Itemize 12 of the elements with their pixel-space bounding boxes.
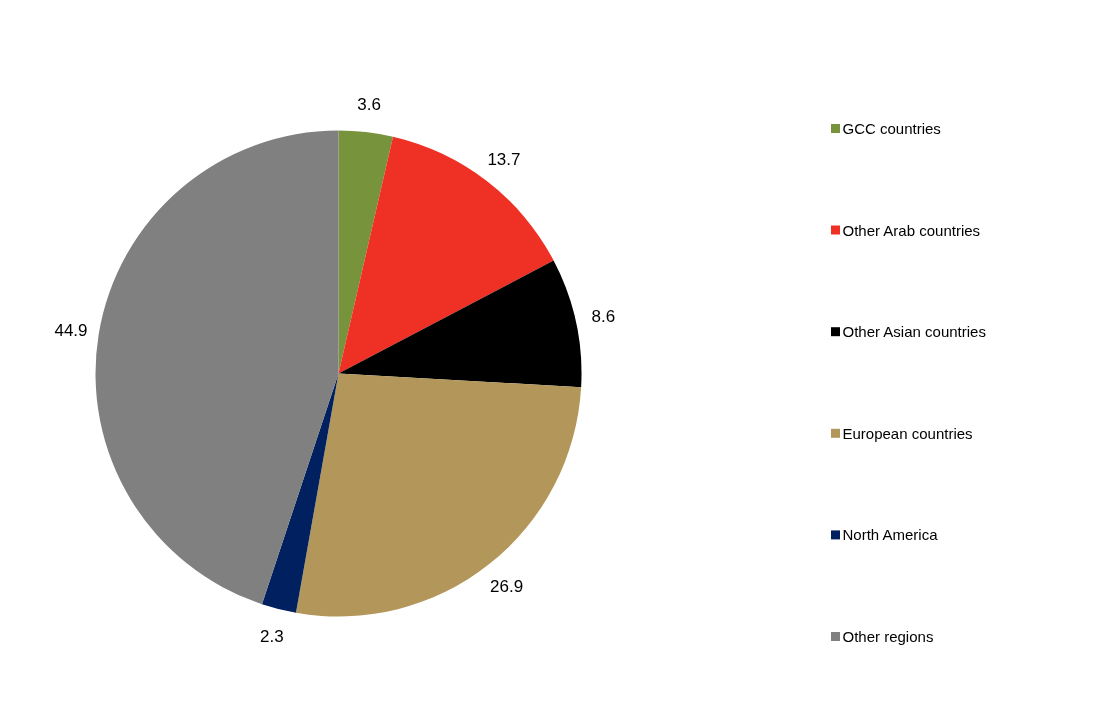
data-label: 13.7: [487, 149, 521, 169]
data-label: 2.3: [260, 627, 284, 647]
legend-label: Other Asian countries: [842, 323, 986, 341]
legend-label: Other regions: [842, 628, 934, 645]
legend-label: GCC countries: [842, 120, 941, 137]
data-label: 44.9: [54, 321, 88, 341]
legend-label: European countries: [842, 424, 973, 442]
data-label: 3.6: [357, 95, 381, 115]
data-label: 26.9: [490, 577, 524, 597]
data-label: 8.6: [591, 307, 616, 327]
legend-label: North America: [842, 526, 939, 544]
legend-label: Other Arab countries: [842, 221, 981, 239]
